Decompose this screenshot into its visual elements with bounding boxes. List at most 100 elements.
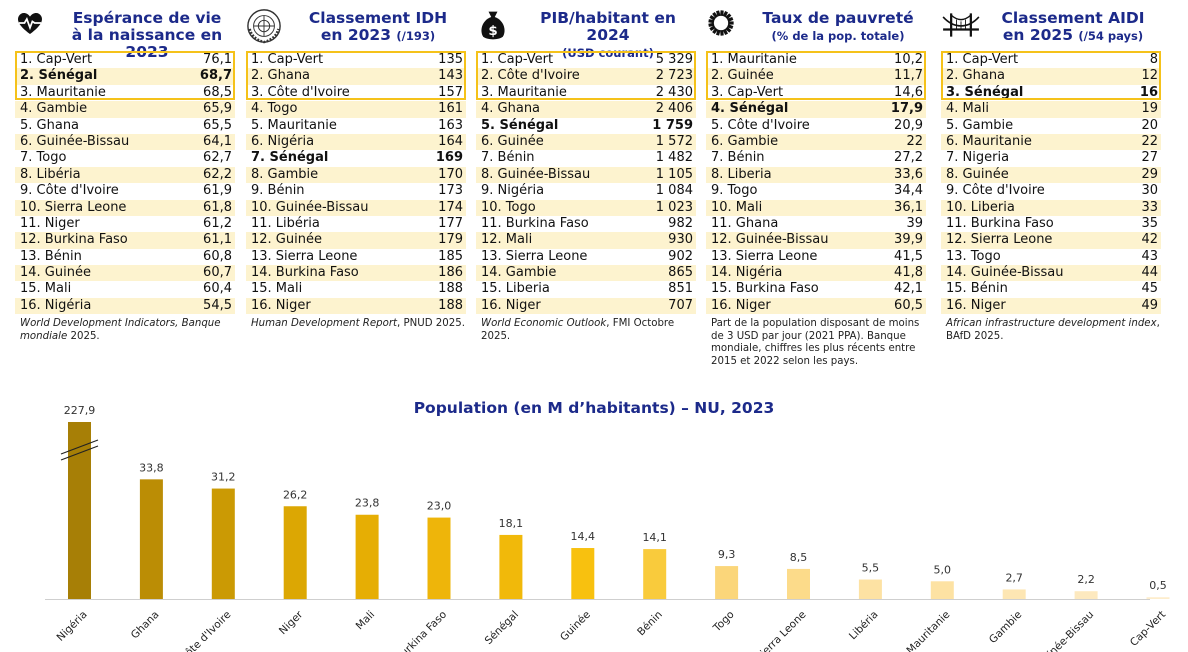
ranking-row: 1. Mauritanie 10,2	[706, 52, 926, 68]
ranking-label: 6. Guinée-Bissau	[20, 133, 130, 149]
ranking-label: 15. Burkina Faso	[711, 281, 819, 297]
ranking-value: 42,1	[894, 281, 923, 297]
ranking-label: 1. Cap-Vert	[946, 52, 1019, 67]
category-label: Gambie	[987, 609, 1024, 646]
source-text: , PNUD 2025.	[397, 318, 465, 329]
ranking-label: 1. Cap-Vert	[481, 52, 554, 67]
ranking-value: 135	[438, 52, 463, 67]
ranking-label: 13. Sierra Leone	[711, 248, 818, 264]
ranking-row: 7. Sénégal 169	[246, 150, 466, 166]
bar-5	[355, 514, 379, 599]
ranking-row: 6. Guinée-Bissau 64,1	[15, 133, 235, 151]
ranking-value: 865	[668, 265, 693, 281]
panel-title: Classement IDH en 2023 (/193)	[290, 10, 466, 45]
ranking-row: 9. Togo 34,4	[706, 183, 926, 199]
ranking-label: 6. Gambie	[711, 133, 779, 149]
ranking-label: 14. Guinée-Bissau	[946, 265, 1064, 281]
ranking-value: 61,2	[203, 215, 232, 231]
ranking-label: 5. Côte d'Ivoire	[711, 117, 810, 133]
ranking-row: 10. Guinée-Bissau 174	[246, 199, 466, 216]
category-label: Côte d'Ivoire	[178, 609, 233, 652]
panel-1: Espérance de vie à la naissance en 2023 1.…	[15, 6, 235, 386]
category-label: Nigéria	[55, 609, 90, 644]
ranking-value: 68,7	[199, 68, 232, 84]
ranking-list: 1. Cap-Vert 8 2. Ghana 12 3. Sénégal 16 4. Mal…	[941, 52, 1161, 315]
panel-3: $ PIB/habitant en 2024 (USD courant) 1. Cap…	[476, 6, 696, 386]
ranking-label: 8. Guinée-Bissau	[481, 166, 591, 182]
value-label: 5,5	[862, 562, 880, 575]
category-label: Cap-Vert	[1128, 609, 1168, 649]
panel-title: Taux de pauvreté (% de la pop. totale)	[750, 10, 926, 45]
ranking-value: 185	[438, 248, 463, 264]
ranking-row: 8. Guinée-Bissau 1 105	[476, 166, 696, 184]
ranking-value: 851	[668, 281, 693, 297]
ranking-row: 8. Liberia 33,6	[706, 166, 926, 184]
ranking-label: 12. Burkina Faso	[20, 232, 128, 248]
sdg-wheel-icon	[706, 8, 744, 46]
ranking-value: 1 572	[655, 133, 693, 149]
panel-title-line1: Espérance de vie	[72, 9, 222, 27]
value-label: 2,7	[1005, 571, 1023, 584]
ranking-value: 33	[1141, 199, 1158, 215]
ranking-label: 2. Côte d'Ivoire	[481, 68, 580, 84]
category-label: Mali	[354, 609, 378, 633]
ranking-row: 9. Côte d'Ivoire 61,9	[15, 183, 235, 199]
ranking-value: 45	[1141, 281, 1158, 297]
value-label: 31,2	[211, 471, 236, 484]
value-label: 14,4	[571, 530, 596, 543]
ranking-label: 9. Côte d'Ivoire	[946, 183, 1045, 199]
ranking-label: 1. Cap-Vert	[251, 52, 324, 67]
value-label: 2,2	[1077, 573, 1095, 586]
ranking-row: 14. Guinée 60,7	[15, 265, 235, 282]
ranking-value: 41,5	[894, 248, 923, 264]
ranking-value: 35	[1141, 215, 1158, 231]
ranking-label: 3. Côte d'Ivoire	[251, 84, 350, 100]
ranking-list: 1. Cap-Vert 135 2. Ghana 143 3. Côte d'Ivoir…	[246, 52, 466, 315]
ranking-row: 2. Côte d'Ivoire 2 723	[476, 68, 696, 85]
ranking-value: 68,5	[203, 84, 232, 100]
ranking-value: 39	[906, 215, 923, 231]
ranking-value: 43	[1141, 248, 1158, 264]
ranking-value: 169	[435, 150, 463, 166]
ranking-row: 15. Mali 188	[246, 281, 466, 297]
ranking-value: 164	[438, 133, 463, 149]
value-label: 5,0	[934, 563, 952, 576]
ranking-value: 179	[438, 232, 463, 248]
ranking-row: 1. Cap-Vert 5 329	[476, 52, 696, 68]
panel-title: Espérance de vie à la naissance en 2023	[59, 10, 235, 61]
value-label: 33,8	[139, 461, 164, 474]
ranking-row: 2. Sénégal 68,7	[15, 68, 235, 85]
ranking-row: 2. Ghana 143	[246, 68, 466, 85]
ranking-label: 12. Guinée	[251, 232, 322, 248]
ranking-row: 8. Gambie 170	[246, 166, 466, 184]
bridge-icon	[941, 8, 980, 46]
panel-source-note: Part de la population disposant de moins…	[711, 318, 926, 368]
source-italic: African infrastructure development index	[946, 318, 1157, 329]
ranking-label: 14. Nigéria	[711, 265, 783, 281]
ranking-row: 5. Sénégal 1 759	[476, 118, 696, 134]
panel-title: Classement AIDI en 2025 (/54 pays)	[985, 10, 1161, 45]
bar-15	[1074, 591, 1098, 599]
ranking-value: 1 105	[655, 166, 693, 182]
ranking-value: 157	[438, 84, 463, 100]
ranking-value: 30	[1141, 183, 1158, 199]
ranking-value: 64,1	[203, 133, 232, 149]
money-bag-icon: $	[476, 8, 514, 46]
panel-source-note: World Economic Outlook, FMI Octobre 2025…	[481, 318, 696, 343]
un-emblem-icon	[246, 8, 284, 46]
ranking-label: 3. Cap-Vert	[711, 84, 784, 100]
panel-title-line1: Classement IDH	[308, 9, 448, 27]
ranking-value: 173	[438, 183, 463, 199]
ranking-label: 10. Sierra Leone	[20, 199, 127, 215]
ranking-label: 16. Niger	[251, 297, 311, 313]
category-label: Guinée	[558, 609, 593, 644]
category-label: Mauritanie	[904, 609, 952, 652]
ranking-value: 161	[438, 101, 463, 117]
ranking-row: 5. Mauritanie 163	[246, 118, 466, 134]
ranking-label: 15. Mali	[20, 281, 72, 297]
ranking-value: 188	[438, 297, 463, 313]
ranking-row: 14. Nigéria 41,8	[706, 265, 926, 282]
ranking-row: 1. Cap-Vert 135	[246, 52, 466, 68]
ranking-value: 19	[1141, 101, 1158, 117]
ranking-label: 10. Mali	[711, 199, 763, 215]
